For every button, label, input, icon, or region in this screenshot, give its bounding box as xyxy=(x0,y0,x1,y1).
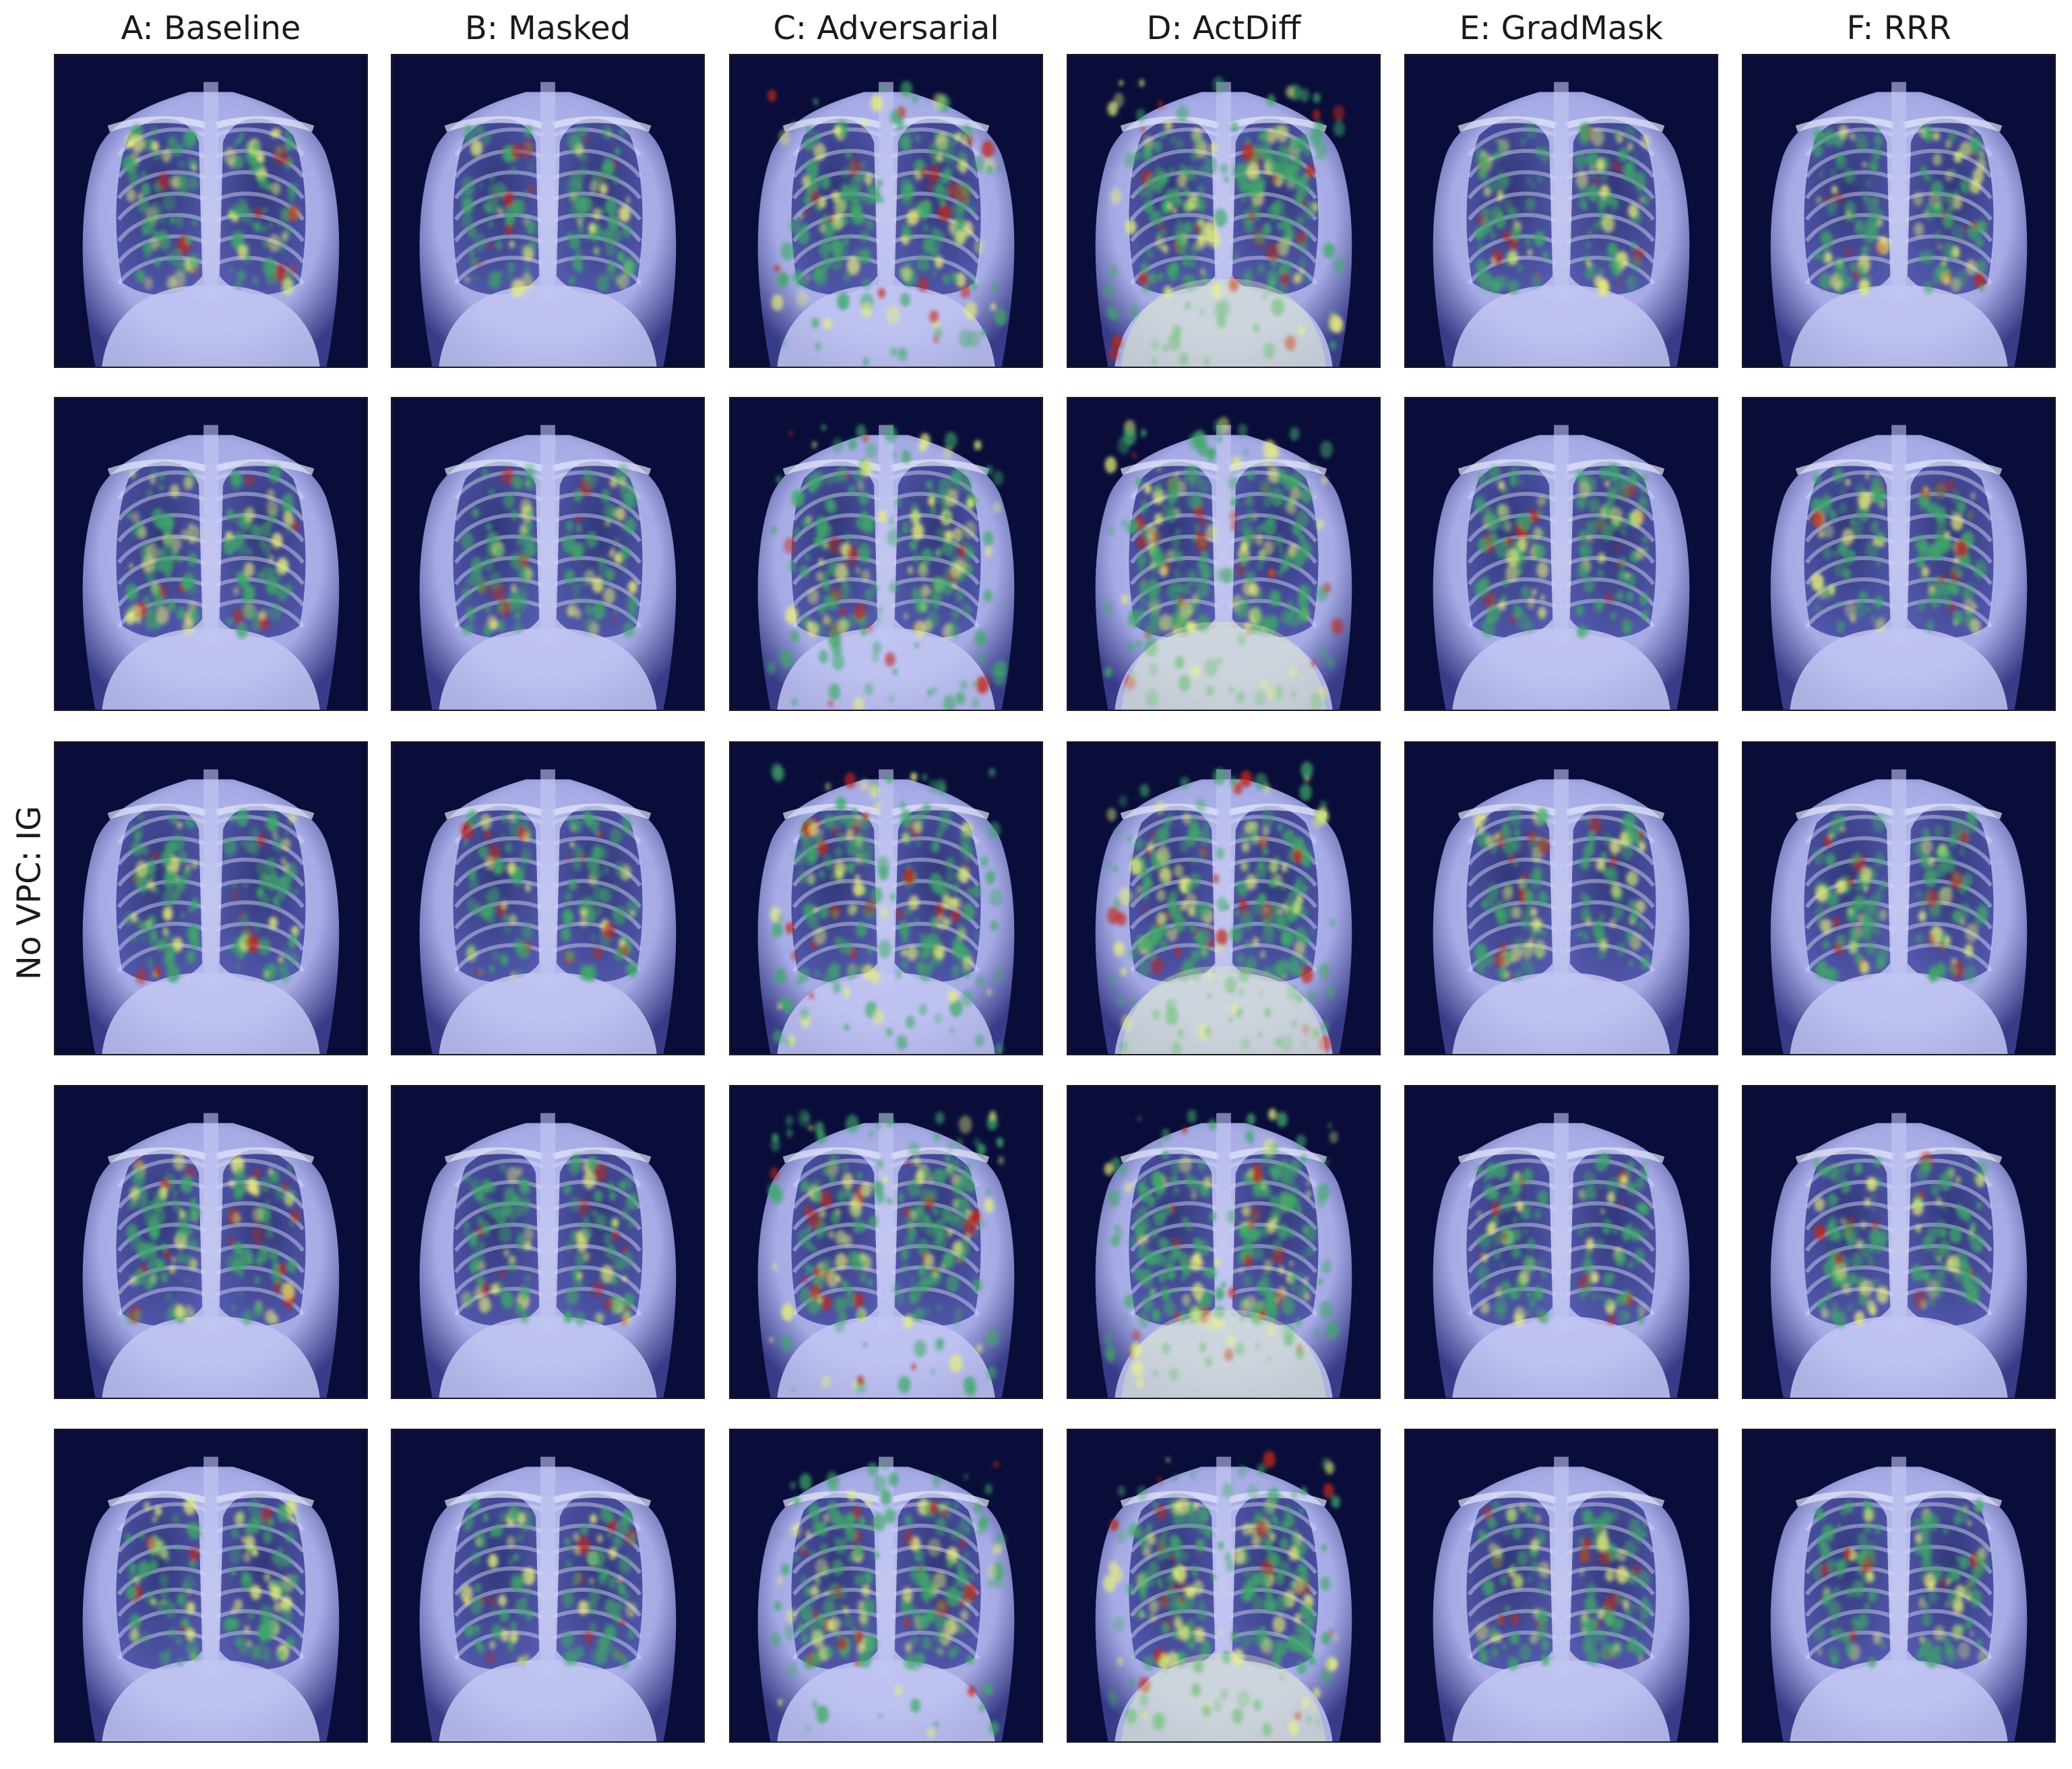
saliency-panel-baseline-row-1 xyxy=(54,54,368,368)
saliency-panel-baseline-row-5 xyxy=(54,1429,368,1743)
xray-heatmap-image xyxy=(1068,1086,1379,1398)
saliency-panel-actdiff-row-3 xyxy=(1067,741,1381,1055)
saliency-panel-baseline-row-3 xyxy=(54,741,368,1055)
xray-heatmap-image xyxy=(55,55,367,367)
column-title-gradmask: E: GradMask xyxy=(1459,9,1664,47)
saliency-panel-rrr-row-2 xyxy=(1742,397,2056,711)
row-label-text: No VPC: IG xyxy=(10,805,49,981)
saliency-panel-actdiff-row-5 xyxy=(1067,1429,1381,1743)
xray-heatmap-image xyxy=(1406,1430,1717,1741)
saliency-panel-actdiff-row-4 xyxy=(1067,1085,1381,1399)
saliency-panel-gradmask-row-2 xyxy=(1404,397,1718,711)
xray-heatmap-image xyxy=(730,743,1042,1054)
saliency-panel-actdiff-row-1 xyxy=(1067,54,1381,368)
xray-heatmap-image xyxy=(730,55,1042,367)
xray-heatmap-image xyxy=(392,55,703,367)
xray-heatmap-image xyxy=(1068,398,1379,710)
column-title-masked: B: Masked xyxy=(464,9,631,47)
xray-heatmap-image xyxy=(55,1430,367,1741)
saliency-panel-rrr-row-5 xyxy=(1742,1429,2056,1743)
saliency-panel-masked-row-4 xyxy=(391,1085,705,1399)
xray-heatmap-image xyxy=(1406,398,1717,710)
column-title-actdiff: D: ActDiff xyxy=(1146,9,1301,47)
saliency-panel-gradmask-row-1 xyxy=(1404,54,1718,368)
saliency-panel-adversarial-row-2 xyxy=(729,397,1043,711)
saliency-panel-masked-row-2 xyxy=(391,397,705,711)
xray-heatmap-image xyxy=(1743,1430,2054,1741)
xray-heatmap-image xyxy=(55,1086,367,1398)
xray-heatmap-image xyxy=(1068,1430,1379,1741)
saliency-panel-gradmask-row-3 xyxy=(1404,741,1718,1055)
saliency-panel-rrr-row-4 xyxy=(1742,1085,2056,1399)
saliency-panel-baseline-row-4 xyxy=(54,1085,368,1399)
saliency-panel-masked-row-1 xyxy=(391,54,705,368)
xray-heatmap-image xyxy=(1068,55,1379,367)
xray-heatmap-image xyxy=(1068,743,1379,1054)
xray-heatmap-image xyxy=(730,1430,1042,1741)
xray-heatmap-image xyxy=(392,1086,703,1398)
xray-heatmap-image xyxy=(1406,55,1717,367)
column-title-adversarial: C: Adversarial xyxy=(773,9,999,47)
saliency-panel-gradmask-row-4 xyxy=(1404,1085,1718,1399)
xray-heatmap-image xyxy=(1406,1086,1717,1398)
xray-heatmap-image xyxy=(1406,743,1717,1054)
saliency-panel-adversarial-row-3 xyxy=(729,741,1043,1055)
saliency-panel-rrr-row-3 xyxy=(1742,741,2056,1055)
column-title-rrr: F: RRR xyxy=(1846,9,1951,47)
saliency-panel-rrr-row-1 xyxy=(1742,54,2056,368)
saliency-panel-actdiff-row-2 xyxy=(1067,397,1381,711)
saliency-panel-masked-row-3 xyxy=(391,741,705,1055)
column-title-baseline: A: Baseline xyxy=(121,9,301,47)
saliency-panel-baseline-row-2 xyxy=(54,397,368,711)
saliency-panel-adversarial-row-4 xyxy=(729,1085,1043,1399)
xray-heatmap-image xyxy=(1743,743,2054,1054)
xray-heatmap-image xyxy=(392,743,703,1054)
xray-heatmap-image xyxy=(55,743,367,1054)
saliency-panel-gradmask-row-5 xyxy=(1404,1429,1718,1743)
saliency-panel-adversarial-row-5 xyxy=(729,1429,1043,1743)
xray-heatmap-image xyxy=(392,398,703,710)
xray-heatmap-image xyxy=(55,398,367,710)
xray-heatmap-image xyxy=(1743,398,2054,710)
xray-heatmap-image xyxy=(1743,1086,2054,1398)
xray-heatmap-image xyxy=(392,1430,703,1741)
saliency-panel-adversarial-row-1 xyxy=(729,54,1043,368)
row-label: No VPC: IG xyxy=(5,806,53,981)
xray-heatmap-image xyxy=(730,1086,1042,1398)
xray-heatmap-image xyxy=(1743,55,2054,367)
xray-heatmap-image xyxy=(730,398,1042,710)
saliency-panel-masked-row-5 xyxy=(391,1429,705,1743)
